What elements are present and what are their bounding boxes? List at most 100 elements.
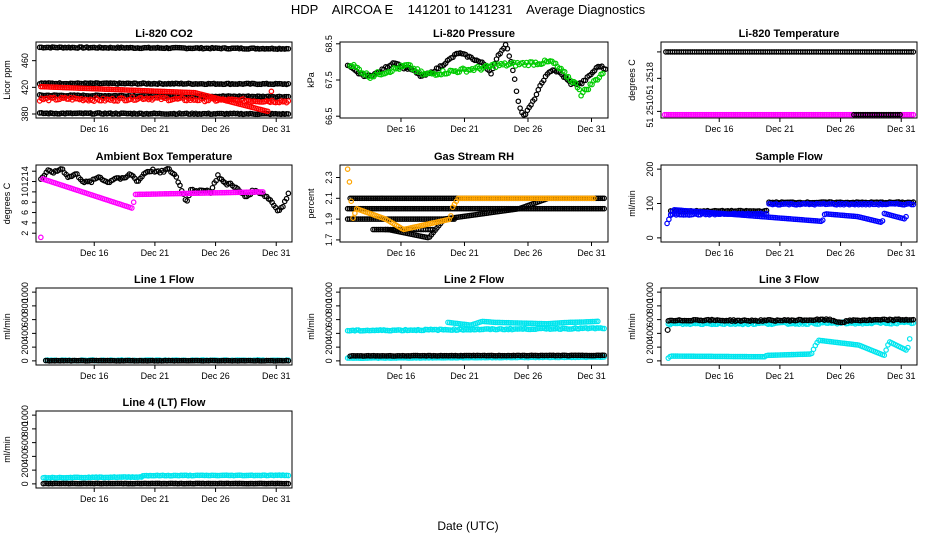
figure-title: HDP AIRCOA E 141201 to 141231 Average Di… <box>291 2 646 17</box>
panel-line-4-lt-flow-line-4-flow-point <box>107 480 114 487</box>
panel-line-1-flow: Line 1 Flow ml/min Dec 16 Dec 21 Dec 26 Dec 3… <box>2 274 293 381</box>
panel-gas-stream-rh-rh-level-2-1-point <box>372 195 379 202</box>
panel-line-4-lt-flow-line-4-flow-point <box>271 480 277 487</box>
panel-li-820-temperature-temperature-flagged-point <box>705 111 712 118</box>
panel-line-3-flow-line-3-flow-point <box>852 317 859 324</box>
panel-line-1-flow-ytick-label: 200 <box>20 340 30 355</box>
panel-sample-flow-sample-flow-flagged-point <box>782 201 789 207</box>
panel-ambient-box-temperature-box-temperature-point <box>285 190 292 197</box>
panel-gas-stream-rh-rh-level-2-0-point <box>422 205 429 212</box>
panel-gas-stream-rh-rh-flagged-point <box>462 195 469 202</box>
panel-ambient-box-temperature-box-temperature-flagged-point <box>163 191 170 197</box>
panel-line-2-flow-title: Line 2 Flow <box>444 274 504 286</box>
panel-line-4-lt-flow-frame <box>35 410 293 489</box>
panel-gas-stream-rh-rh-level-2-0-point <box>404 205 411 212</box>
panel-li-820-temperature-temperature-flagged-point <box>678 111 684 118</box>
panel-line-4-lt-flow-line-4-flow-point <box>171 480 177 487</box>
panel-line-3-flow-line-3-flow-outliers-point <box>701 353 708 360</box>
panel-gas-stream-rh-rh-level-2-1-point <box>434 195 441 202</box>
panel-line-4-lt-flow-line-4-flow-flagged-point <box>71 474 78 481</box>
panel-ambient-box-temperature-box-temperature-flagged-point <box>154 191 161 197</box>
panel-line-4-lt-flow-line-4-flow-flagged-point <box>107 474 114 481</box>
panel-gas-stream-rh-rh-level-2-0-point <box>554 205 561 212</box>
panel-line-4-lt-flow-xtick-label: Dec 16 <box>80 494 109 504</box>
panel-line-1-flow-line-1-flow-point <box>187 357 194 364</box>
panel-line-2-flow-line-2-flow-flagged-point <box>496 326 503 332</box>
panel-li-820-pressure-pressure-point <box>504 45 511 52</box>
panel-line-2-flow-line-2-flow-flagged-point <box>478 326 485 333</box>
panel-li-820-temperature-temperature-flagged-point <box>718 111 724 118</box>
panel-gas-stream-rh-rh-level-2-0-point <box>547 205 553 212</box>
panel-li-820-temperature-temperature-flagged-point <box>689 111 695 118</box>
panel-line-2-flow-line-2-flow-point <box>601 352 607 359</box>
panel-line-3-flow-line-3-flow-outliers-point <box>788 351 795 358</box>
panel-li-820-co2-sample-air-point <box>285 98 292 104</box>
panel-li-820-co2-ytick-label: 380 <box>20 106 30 121</box>
panel-line-4-lt-flow-line-4-flow-point <box>143 480 150 487</box>
panel-line-3-flow-line-3-flow-outliers-point <box>723 353 730 360</box>
panel-li-820-co2-reference-high-point <box>173 44 179 51</box>
panel-gas-stream-rh-rh-flagged-point <box>531 195 538 202</box>
panel-gas-stream-rh-rh-flagged-point <box>564 195 570 202</box>
panel-gas-stream-rh-rh-level-2-0-point <box>344 205 351 212</box>
panel-li-820-temperature-temperature-low-point <box>897 111 903 118</box>
panel-gas-stream-rh-rh-level-2-0-point <box>380 205 387 212</box>
panel-gas-stream-rh-rh-level-2-0-point <box>411 205 418 212</box>
panel-line-4-lt-flow-ytick-label: 200 <box>20 463 30 478</box>
panel-line-1-flow-line-1-flow-point <box>225 357 232 364</box>
panel-li-820-pressure-pressure-point <box>453 50 460 57</box>
panel-line-2-flow-line-2-flow-point <box>594 352 600 359</box>
panel-gas-stream-rh-rh-flagged-point <box>478 195 485 202</box>
panel-gas-stream-rh-rh-level-2-1-point <box>414 195 421 202</box>
panel-line-4-lt-flow-line-4-flow-point <box>129 480 136 487</box>
panel-line-1-flow-ylabel: ml/min <box>2 313 12 340</box>
panel-gas-stream-rh-rh-level-2-1-point <box>597 195 604 202</box>
panel-gas-stream-rh-rh-level-2-0-point <box>474 205 481 212</box>
panel-gas-stream-rh-rh-level-2-0-point <box>435 205 441 212</box>
panel-li-820-temperature-points <box>661 49 917 118</box>
panel-line-4-lt-flow-ytick-label: 400 <box>20 449 30 464</box>
panel-line-1-flow-points <box>42 357 292 364</box>
panel-li-820-temperature-temperature-flagged-point <box>727 111 733 118</box>
panel-gas-stream-rh-xtick-label: Dec 21 <box>450 248 479 258</box>
panel-sample-flow-sample-flow-flagged-point <box>886 200 893 207</box>
panel-ambient-box-temperature-box-temperature-flagged-point <box>161 191 168 197</box>
panel-gas-stream-rh-rh-flagged-point <box>515 195 521 202</box>
panel-gas-stream-rh-rh-flagged-point <box>551 195 557 202</box>
panel-gas-stream-rh-rh-level-2-1-point <box>410 195 417 202</box>
panel-line-4-lt-flow-ytick-label: 800 <box>20 421 30 436</box>
panel-line-3-flow-line-3-flow-outliers-point <box>687 353 693 360</box>
panel-li-820-temperature-temperature-flagged-point <box>814 111 820 118</box>
panel-line-4-lt-flow-line-4-flow-flagged-point <box>104 474 110 481</box>
panel-line-2-flow-line-2-flow-point <box>559 352 566 359</box>
panel-gas-stream-rh-rh-flagged-point <box>524 195 530 202</box>
panel-line-2-flow-line-2-flow-flagged-point <box>601 325 607 332</box>
panel-gas-stream-rh-rh-level-2-1-point <box>432 195 439 202</box>
panel-line-1-flow-line-1-flow-point <box>195 357 201 364</box>
panel-li-820-co2-reference-high-point <box>109 45 116 51</box>
panel-line-3-flow-line-3-flow-point <box>685 317 692 324</box>
panel-line-2-flow-line-2-flow-point <box>514 352 520 359</box>
panel-ambient-box-temperature-box-temperature-flagged-point <box>241 189 248 196</box>
panel-ambient-box-temperature-xtick-label: Dec 26 <box>201 248 230 258</box>
panel-li-820-temperature-xtick-label: Dec 26 <box>826 124 855 134</box>
panel-line-4-lt-flow-line-4-flow-point <box>76 480 83 487</box>
panel-ambient-box-temperature-box-temperature-flagged-point <box>183 190 190 197</box>
panel-li-820-temperature-temperature-flagged-point <box>743 111 750 118</box>
panel-line-2-flow-line-2-flow-outliers-point <box>567 319 574 326</box>
panel-gas-stream-rh-rh-level-2-0-point <box>595 205 602 212</box>
panel-li-820-temperature-temperature-flagged-point <box>681 111 688 118</box>
panel-line-2-flow-line-2-flow-outliers-point <box>518 320 524 326</box>
panel-line-2-flow-line-2-flow-outliers-point <box>534 320 541 327</box>
panel-gas-stream-rh-rh-level-2-1-point <box>385 195 392 202</box>
panel-li-820-pressure-xtick-label: Dec 26 <box>514 124 543 134</box>
panel-line-4-lt-flow-line-4-flow-point <box>276 480 283 487</box>
panel-li-820-pressure-pressure-point <box>511 76 518 82</box>
panel-li-820-co2-reference-low-point <box>118 110 125 116</box>
panel-ambient-box-temperature-box-temperature-flagged-point <box>236 189 243 196</box>
panel-line-4-lt-flow-line-4-flow-flagged-point <box>116 474 123 480</box>
panel-li-820-temperature-temperature-flagged-point <box>837 111 844 118</box>
panel-line-2-flow-xtick-label: Dec 16 <box>387 371 416 381</box>
panel-li-820-co2-reference-high-point <box>136 45 143 52</box>
panel-li-820-co2-sample-air-point <box>258 99 264 105</box>
